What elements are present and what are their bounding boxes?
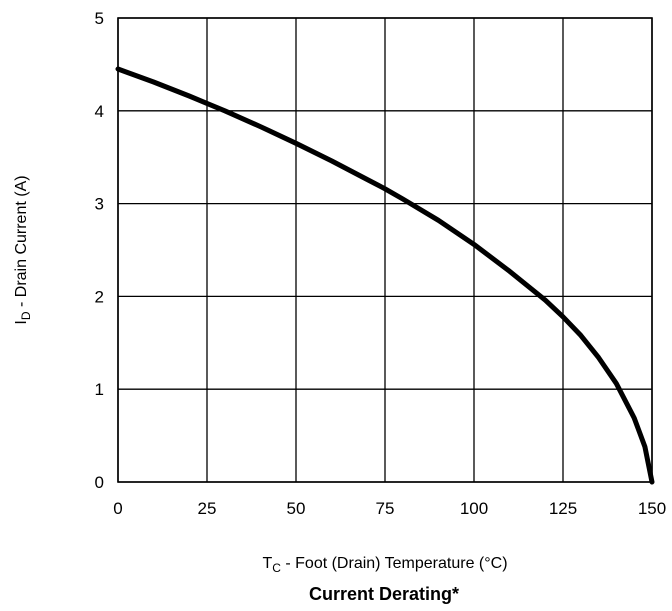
x-tick-label: 150 — [638, 499, 666, 518]
chart-title: Current Derating* — [309, 584, 459, 604]
y-tick-label: 3 — [95, 195, 104, 214]
y-tick-label: 1 — [95, 380, 104, 399]
x-tick-labels: 0 25 50 75 100 125 150 — [113, 499, 666, 518]
y-axis-label: ID - Drain Current (A) — [13, 175, 33, 324]
y-tick-label: 4 — [95, 102, 104, 121]
x-tick-label: 75 — [376, 499, 395, 518]
y-tick-labels: 0 1 2 3 4 5 — [95, 9, 104, 492]
x-tick-label: 0 — [113, 499, 122, 518]
grid-lines — [117, 17, 653, 483]
x-tick-label: 100 — [460, 499, 488, 518]
y-tick-label: 0 — [95, 473, 104, 492]
y-tick-label: 5 — [95, 9, 104, 28]
plot-area — [117, 17, 653, 483]
y-tick-label: 2 — [95, 287, 104, 306]
x-tick-label: 25 — [198, 499, 217, 518]
x-tick-label: 50 — [287, 499, 306, 518]
series-line — [115, 66, 655, 485]
x-tick-label: 125 — [549, 499, 577, 518]
x-axis-label: TC - Foot (Drain) Temperature (°C) — [262, 555, 507, 575]
